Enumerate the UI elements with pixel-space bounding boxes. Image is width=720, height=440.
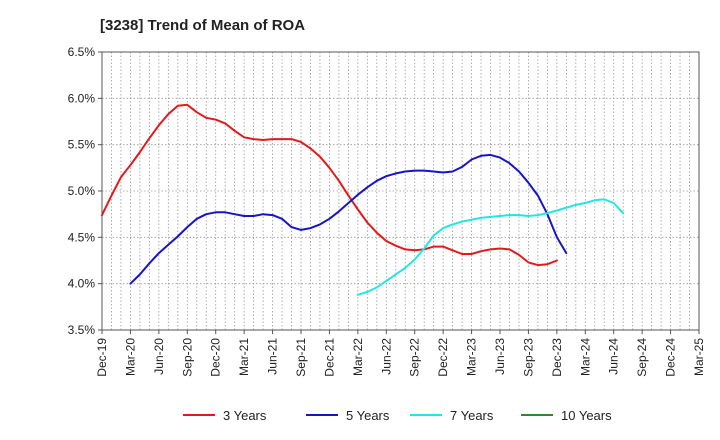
x-tick-label: Sep-22 bbox=[408, 338, 422, 377]
x-tick-label: Dec-21 bbox=[322, 338, 336, 377]
x-tick-label: Mar-25 bbox=[692, 338, 706, 376]
x-tick-label: Mar-24 bbox=[578, 338, 592, 376]
x-tick-label: Jun-23 bbox=[493, 338, 507, 375]
y-tick-label: 6.5% bbox=[68, 45, 96, 59]
axes: 3.5% 4.0% 4.5% 5.0% 5.5% 6.0% 6.5% Dec-19 Mar-20… bbox=[68, 45, 706, 377]
y-tick-label: 4.5% bbox=[68, 230, 96, 244]
grid-layer bbox=[102, 52, 699, 330]
series-line-7-years bbox=[356, 198, 625, 296]
legend: 3 Years 5 Years 7 Years 10 Years bbox=[183, 408, 612, 423]
y-tick-label: 5.0% bbox=[68, 184, 96, 198]
y-tick-label: 4.0% bbox=[68, 277, 96, 291]
x-tick-label: Sep-23 bbox=[521, 338, 535, 377]
y-tick-label: 3.5% bbox=[68, 323, 96, 337]
legend-label: 5 Years bbox=[346, 408, 390, 423]
x-tick-label: Jun-21 bbox=[266, 338, 280, 375]
x-tick-label: Dec-22 bbox=[436, 338, 450, 377]
legend-label: 10 Years bbox=[561, 408, 612, 423]
chart-title: [3238] Trend of Mean of ROA bbox=[100, 17, 305, 34]
x-tick-label: Sep-20 bbox=[180, 338, 194, 377]
series-line-5-years bbox=[129, 153, 568, 285]
x-tick-label: Dec-24 bbox=[664, 338, 678, 377]
x-tick-label: Dec-19 bbox=[95, 338, 109, 377]
x-tick-label: Mar-20 bbox=[123, 338, 137, 376]
x-tick-label: Dec-23 bbox=[550, 338, 564, 377]
legend-label: 3 Years bbox=[223, 408, 267, 423]
x-tick-label: Mar-23 bbox=[465, 338, 479, 376]
y-tick-label: 6.0% bbox=[68, 91, 96, 105]
x-tick-label: Mar-21 bbox=[237, 338, 251, 376]
series-lines bbox=[101, 103, 625, 296]
x-tick-label: Mar-22 bbox=[351, 338, 365, 376]
x-tick-label: Jun-20 bbox=[152, 338, 166, 375]
x-tick-label: Dec-20 bbox=[209, 338, 223, 377]
x-tick-label: Sep-21 bbox=[294, 338, 308, 377]
y-tick-label: 5.5% bbox=[68, 138, 96, 152]
legend-label: 7 Years bbox=[450, 408, 494, 423]
x-tick-label: Jun-24 bbox=[607, 338, 621, 375]
x-tick-label: Sep-24 bbox=[635, 338, 649, 377]
series-line-3-years bbox=[101, 103, 558, 267]
x-tick-label: Jun-22 bbox=[379, 338, 393, 375]
